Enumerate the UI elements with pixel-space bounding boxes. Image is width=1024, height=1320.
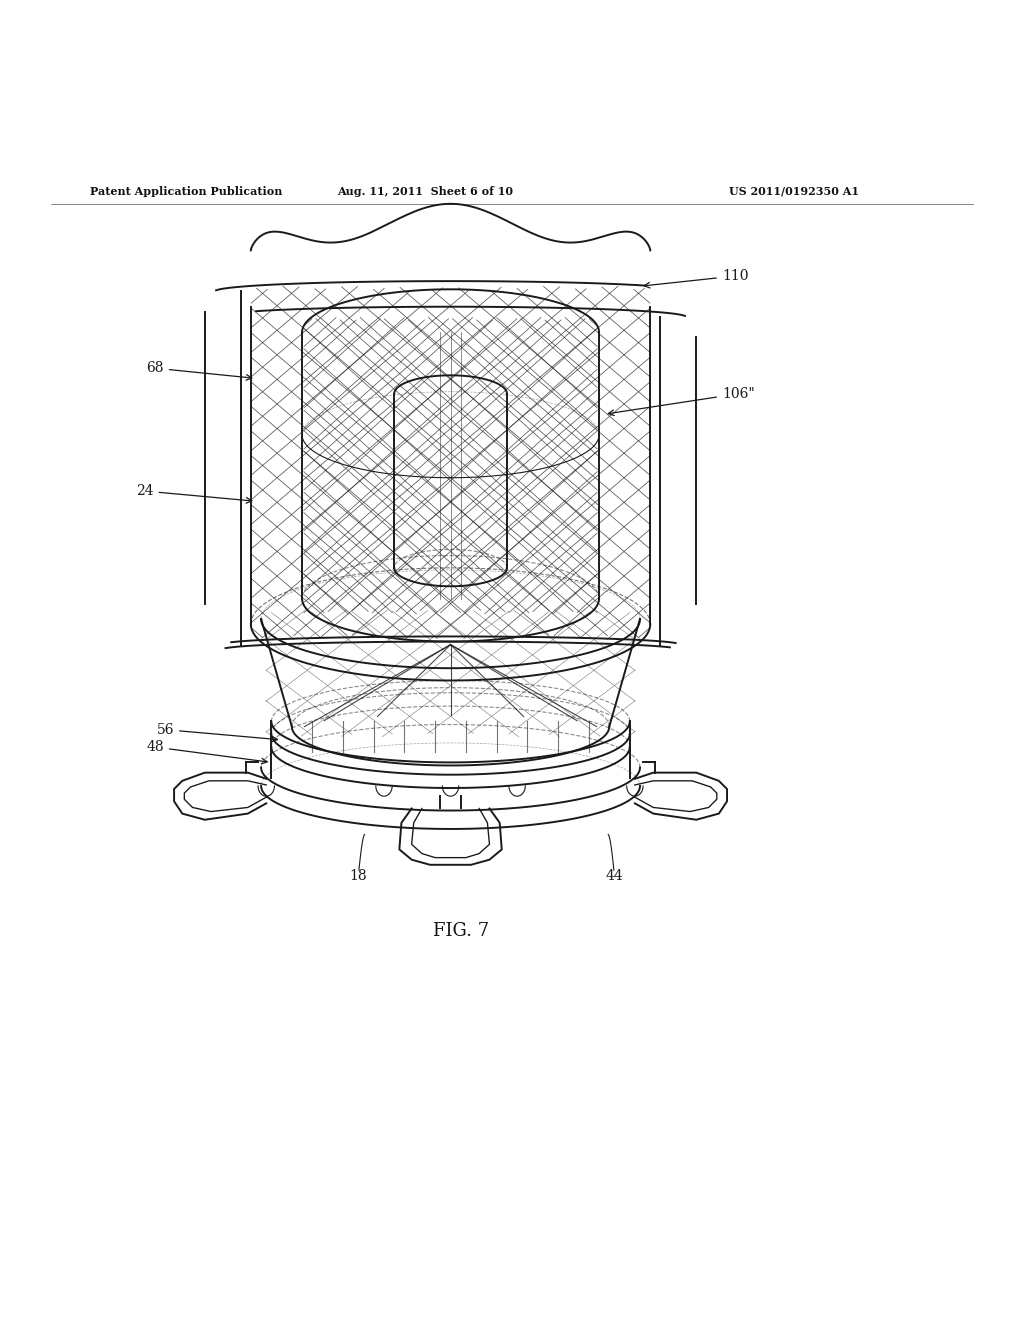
Text: 44: 44 xyxy=(605,869,624,883)
Text: 18: 18 xyxy=(349,869,368,883)
Text: 110: 110 xyxy=(644,269,749,288)
Text: 56: 56 xyxy=(157,722,278,742)
Text: FIG. 7: FIG. 7 xyxy=(433,923,488,940)
Text: 48: 48 xyxy=(146,741,267,764)
Text: Patent Application Publication: Patent Application Publication xyxy=(90,186,283,197)
Text: 68: 68 xyxy=(146,362,252,380)
Text: Aug. 11, 2011  Sheet 6 of 10: Aug. 11, 2011 Sheet 6 of 10 xyxy=(337,186,513,197)
Text: US 2011/0192350 A1: US 2011/0192350 A1 xyxy=(729,186,858,197)
Text: 24: 24 xyxy=(136,484,252,503)
Text: 106": 106" xyxy=(608,387,755,416)
